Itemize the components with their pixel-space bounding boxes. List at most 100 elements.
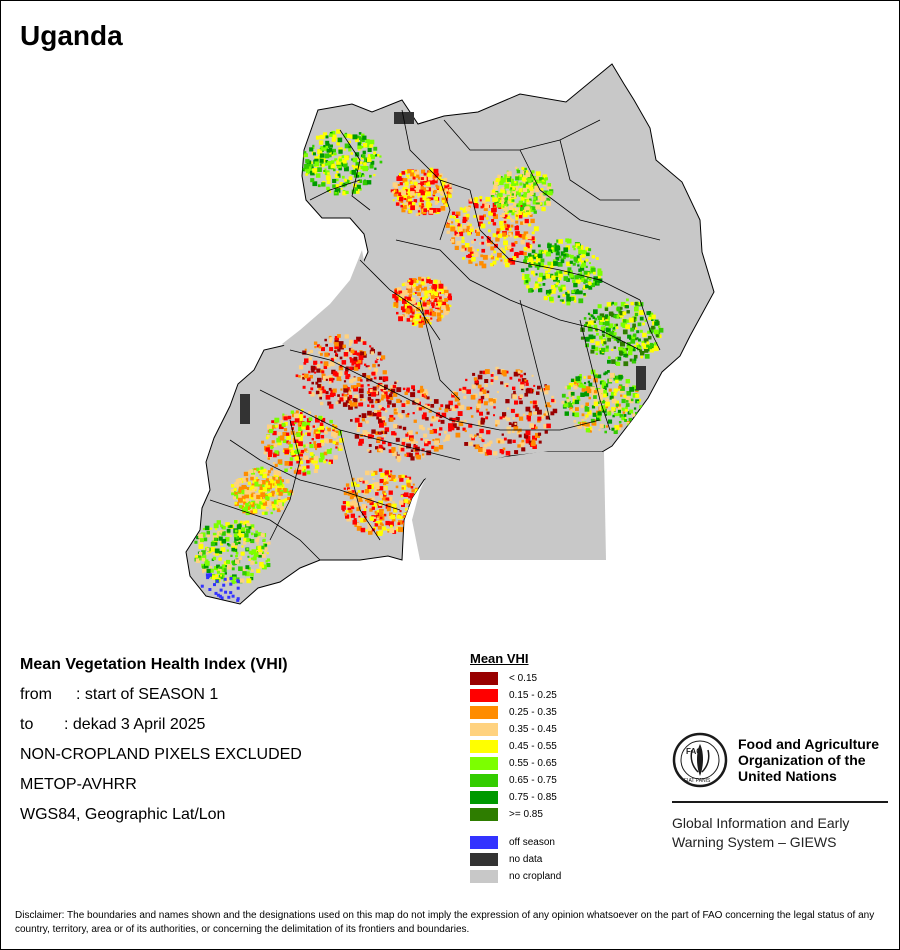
vhi-pixel <box>417 186 421 190</box>
vhi-pixel <box>333 356 337 360</box>
vhi-pixel <box>622 329 628 335</box>
vhi-pixel <box>444 308 447 311</box>
vhi-pixel <box>262 538 266 542</box>
vhi-pixel <box>443 439 446 442</box>
vhi-pixel <box>588 276 592 280</box>
vhi-pixel <box>508 196 511 199</box>
vhi-pixel <box>288 461 293 466</box>
vhi-pixel <box>323 365 328 369</box>
vhi-pixel <box>553 288 557 291</box>
vhi-pixel <box>303 455 309 461</box>
vhi-pixel <box>479 196 483 199</box>
vhi-pixel <box>266 434 270 438</box>
vhi-pixel <box>393 301 399 307</box>
vhi-pixel <box>625 400 629 403</box>
vhi-pixel <box>400 204 403 208</box>
vhi-pixel <box>456 233 460 237</box>
vhi-pixel <box>314 171 317 175</box>
vhi-pixel <box>426 300 430 304</box>
vhi-pixel <box>424 439 429 444</box>
vhi-pixel <box>544 385 550 391</box>
vhi-pixel <box>551 245 556 250</box>
vhi-pixel <box>488 398 493 403</box>
vhi-pixel <box>511 193 514 196</box>
vhi-pixel <box>562 293 566 297</box>
vhi-pixel <box>533 384 536 387</box>
vhi-pixel <box>396 455 402 461</box>
vhi-pixel <box>588 281 592 286</box>
vhi-pixel <box>632 413 636 417</box>
vhi-pixel <box>518 378 521 382</box>
vhi-pixel <box>362 353 367 358</box>
vhi-pixel <box>333 455 338 460</box>
vhi-pixel <box>241 527 246 532</box>
vhi-pixel <box>352 157 358 163</box>
vhi-pixel <box>446 230 450 234</box>
vhi-pixel <box>401 441 406 446</box>
vhi-pixel <box>532 192 536 196</box>
vhi-pixel <box>302 466 307 471</box>
vhi-pixel <box>263 451 267 455</box>
map-title: Uganda <box>20 20 123 51</box>
vhi-pixel <box>306 377 311 382</box>
vhi-pixel <box>402 426 407 431</box>
vhi-pixel <box>286 440 289 444</box>
vhi-pixel <box>406 198 410 203</box>
vhi-pixel <box>235 542 238 546</box>
vhi-pixel <box>636 337 639 340</box>
vhi-pixel <box>390 470 393 473</box>
vhi-pixel <box>506 171 512 177</box>
vhi-pixel <box>404 512 407 516</box>
lake-victoria <box>412 452 606 560</box>
vhi-pixel <box>247 481 251 485</box>
vhi-pixel <box>301 433 305 437</box>
vhi-pixel <box>298 436 303 441</box>
vhi-pixel <box>421 414 427 420</box>
vhi-pixel <box>267 473 270 476</box>
vhi-pixel <box>417 302 422 307</box>
vhi-pixel <box>618 421 622 424</box>
vhi-pixel <box>265 495 270 501</box>
vhi-pixel <box>573 289 576 292</box>
vhi-pixel <box>628 317 634 323</box>
vhi-pixel <box>611 314 615 318</box>
vhi-pixel <box>606 302 612 307</box>
vhi-pixel <box>422 455 425 458</box>
vhi-pixel <box>451 417 457 423</box>
vhi-pixel <box>399 400 402 403</box>
vhi-pixel <box>337 173 341 177</box>
vhi-pixel <box>583 317 587 320</box>
vhi-pixel <box>220 524 223 528</box>
vhi-pixel <box>525 280 529 283</box>
vhi-pixel <box>367 410 372 416</box>
vhi-pixel <box>449 304 452 307</box>
vhi-pixel <box>328 381 332 384</box>
legend-label: 0.15 - 0.25 <box>509 690 557 701</box>
vhi-pixel <box>540 415 545 419</box>
vhi-pixel <box>389 396 394 400</box>
vhi-pixel <box>379 155 382 158</box>
vhi-pixel <box>408 293 412 298</box>
vhi-pixel <box>476 232 480 236</box>
vhi-pixel <box>216 564 220 569</box>
vhi-pixel <box>573 420 577 423</box>
vhi-pixel <box>617 336 621 341</box>
vhi-pixel <box>484 452 489 456</box>
vhi-pixel <box>275 477 278 480</box>
vhi-pixel <box>599 321 603 325</box>
vhi-pixel <box>466 406 470 411</box>
vhi-pixel <box>245 565 250 570</box>
vhi-pixel <box>616 306 622 312</box>
vhi-pixel <box>424 389 428 392</box>
vhi-pixel <box>259 501 264 506</box>
vhi-pixel <box>563 253 567 257</box>
vhi-pixel <box>402 203 405 206</box>
vhi-pixel <box>508 205 514 211</box>
vhi-pixel <box>422 304 427 310</box>
vhi-pixel <box>371 371 376 376</box>
fao-logo-motto: FIAT PANIS <box>684 778 711 784</box>
vhi-pixel <box>578 290 583 295</box>
vhi-pixel <box>463 213 467 218</box>
vhi-pixel <box>451 406 457 411</box>
vhi-pixel <box>309 147 314 152</box>
